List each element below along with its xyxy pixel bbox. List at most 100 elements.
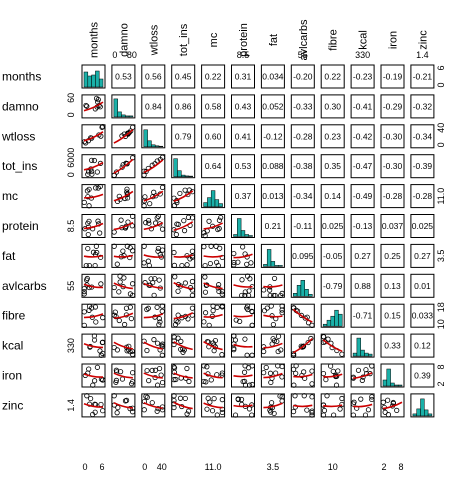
scatter-point	[154, 304, 160, 310]
scatter-point	[293, 363, 299, 369]
smoother-line	[143, 190, 164, 202]
scatter-point	[299, 344, 305, 350]
scatter-point	[144, 367, 150, 374]
panel-frame	[320, 363, 345, 388]
panel-frame	[201, 273, 226, 298]
panel-frame	[231, 184, 255, 209]
smoother-line	[173, 254, 193, 258]
panel-frame	[350, 363, 375, 388]
scatter-point	[159, 184, 166, 191]
histogram-bar	[240, 230, 246, 237]
histogram-bar	[424, 409, 429, 417]
scatter-point	[94, 364, 101, 370]
scatter-point	[321, 407, 328, 414]
scatter-point	[185, 214, 192, 220]
panel-frame	[81, 273, 106, 298]
scatter-point	[173, 231, 179, 238]
scatter-point	[124, 186, 130, 192]
scatter-point	[145, 258, 152, 264]
panel-frame	[290, 184, 315, 209]
scatter-point	[215, 226, 221, 233]
panel-frame	[260, 243, 285, 268]
scatter-point	[201, 319, 207, 325]
histogram-bar	[356, 337, 361, 357]
scatter-point	[213, 259, 220, 265]
panel-frame	[320, 243, 345, 268]
scatter-point	[184, 365, 190, 372]
scatter-point	[86, 262, 92, 269]
panel-frame	[111, 184, 136, 209]
histogram-bar	[98, 78, 104, 88]
scatter-point	[382, 409, 388, 415]
panel-frame	[81, 214, 106, 238]
scatter-point	[151, 292, 157, 298]
scatter-point	[173, 376, 179, 383]
scatter-point	[88, 395, 94, 402]
panel-frame	[380, 64, 405, 89]
scatter-point	[83, 102, 89, 109]
scatter-point	[130, 351, 136, 357]
correlation-value: 0.27	[354, 251, 371, 261]
smoother-line	[173, 282, 193, 290]
correlation-value: -0.05	[323, 251, 343, 261]
column-label-wtloss: wtloss	[148, 24, 160, 56]
panel-frame	[380, 243, 405, 268]
smoother-line	[203, 282, 223, 290]
scatter-point	[81, 309, 87, 315]
panel-frame	[320, 333, 345, 358]
correlation-value: 0.53	[115, 72, 132, 82]
scatter-point	[86, 186, 92, 192]
scatter-point	[181, 218, 187, 224]
scatter-point	[244, 352, 250, 358]
panel-frame	[410, 184, 435, 209]
column-label-kcal: kcal	[358, 30, 370, 50]
correlation-value: -0.42	[353, 131, 373, 141]
panel-frame	[320, 64, 345, 89]
scatter-point	[202, 274, 208, 280]
scatter-point	[233, 317, 239, 323]
scatter-point	[309, 381, 315, 387]
histogram-bar	[188, 175, 193, 177]
correlation-value: 0.033	[412, 311, 434, 321]
panel-frame	[201, 124, 226, 149]
panel-frame	[231, 94, 255, 119]
scatter-point	[216, 282, 222, 288]
scatter-point	[127, 291, 134, 297]
column-label-zinc: zinc	[417, 30, 429, 50]
histogram-bar	[248, 235, 253, 237]
scatter-point	[385, 412, 392, 418]
smoother-line	[203, 313, 223, 318]
histogram-bar	[214, 199, 220, 207]
correlation-value: 0.095	[292, 251, 314, 261]
bottom-axis-tick-label: 8	[398, 462, 403, 472]
scatter-point	[267, 407, 273, 413]
correlation-value: -0.20	[293, 72, 313, 82]
correlation-value: 0.27	[414, 251, 431, 261]
histogram-bar	[143, 129, 148, 148]
scatter-point	[84, 275, 90, 282]
scatter-point	[207, 260, 213, 267]
correlation-value: 0.53	[235, 161, 252, 171]
correlation-value: 0.30	[324, 101, 341, 111]
scatter-point	[120, 248, 126, 254]
histogram-bar	[330, 315, 335, 327]
panel-frame	[81, 363, 106, 388]
panel-frame	[141, 124, 166, 149]
scatter-point	[99, 339, 105, 346]
panel-frame	[350, 393, 375, 418]
scatter-point	[151, 337, 157, 343]
scatter-point	[81, 322, 87, 328]
scatter-point	[184, 411, 190, 417]
row-label-avlcarbs: avlcarbs	[2, 279, 47, 293]
scatter-point	[141, 338, 147, 344]
panel-frame	[201, 214, 226, 238]
panel-frame	[111, 214, 136, 238]
histogram-bar	[364, 352, 369, 357]
scatter-point	[261, 287, 267, 293]
scatter-point	[239, 292, 245, 299]
panel-frame	[290, 214, 315, 238]
scatter-point	[323, 376, 329, 383]
scatter-point	[246, 406, 253, 412]
scatter-point	[240, 244, 246, 250]
smoother-line	[263, 402, 283, 409]
